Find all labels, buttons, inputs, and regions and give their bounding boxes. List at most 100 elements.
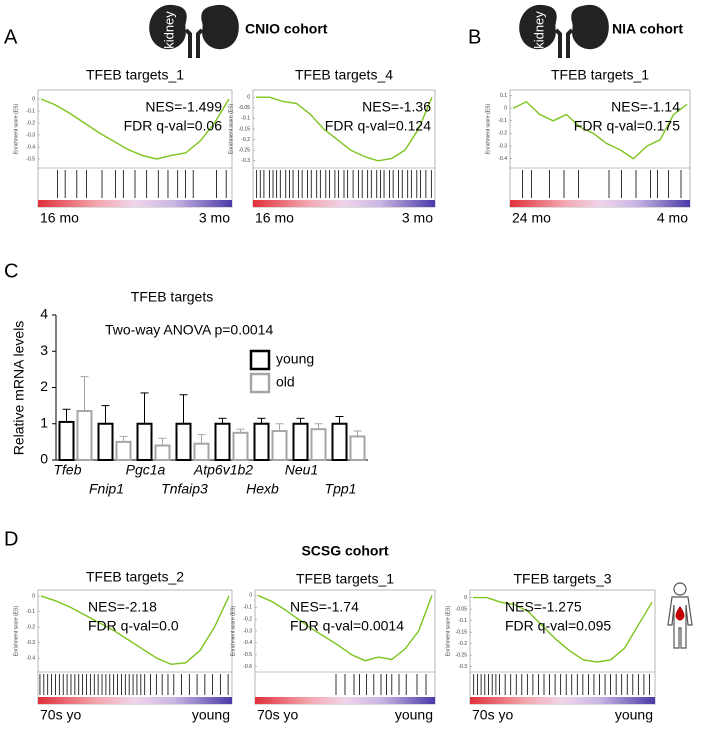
plot-title: TFEB targets_4 bbox=[295, 67, 393, 83]
y-tick-label: 2 bbox=[40, 378, 48, 394]
y-tick-label: 0 bbox=[504, 105, 507, 111]
nes-stat: NES=-1.275 bbox=[505, 599, 582, 615]
rank-left-label: 16 mo bbox=[255, 210, 294, 226]
bar bbox=[271, 430, 288, 461]
rank-bar bbox=[38, 697, 232, 704]
bar bbox=[292, 422, 309, 461]
x-tick-label: Hexb bbox=[246, 481, 279, 497]
y-tick-label: 0 bbox=[464, 595, 467, 601]
y-tick-label: -0.2 bbox=[26, 120, 35, 126]
y-tick-label: -0.4 bbox=[243, 640, 252, 646]
icon-label: kidney bbox=[531, 11, 546, 49]
bar bbox=[214, 422, 231, 461]
x-tick-label: Neu1 bbox=[285, 462, 318, 478]
rank-left-label: 24 mo bbox=[512, 210, 551, 226]
y-axis-label: Enrichment score (ES) bbox=[445, 606, 451, 657]
kidney-icon: kidney bbox=[149, 4, 239, 58]
bar bbox=[232, 431, 249, 461]
y-tick-label: 0 bbox=[247, 95, 250, 101]
es-curve bbox=[257, 594, 433, 662]
rank-right-label: young bbox=[615, 707, 653, 723]
y-tick-label: -0.2 bbox=[26, 624, 35, 630]
es-curve bbox=[512, 100, 688, 160]
es-curve bbox=[473, 596, 653, 663]
nes-stat: NES=-1.74 bbox=[290, 599, 359, 615]
y-tick-label: -0.15 bbox=[239, 126, 251, 132]
legend-swatch bbox=[249, 372, 271, 394]
y-tick-label: -0.1 bbox=[243, 605, 252, 611]
y-tick-label: -0.6 bbox=[243, 664, 252, 670]
y-tick-label: -0.1 bbox=[498, 118, 507, 124]
y-tick-label: 0 bbox=[40, 451, 48, 467]
bar bbox=[175, 422, 192, 461]
cohort-title: SCSG cohort bbox=[301, 543, 388, 559]
es-curve bbox=[40, 98, 230, 160]
nes-stat: NES=-2.18 bbox=[88, 599, 157, 615]
y-tick-label: -0.3 bbox=[498, 143, 507, 149]
panel-letter: D bbox=[4, 528, 18, 550]
y-tick-label: -0.3 bbox=[26, 132, 35, 138]
y-tick-label: -0.25 bbox=[239, 148, 251, 154]
x-tick-label: Pgc1a bbox=[126, 462, 166, 478]
bar bbox=[136, 422, 153, 461]
es-curve bbox=[256, 96, 433, 162]
x-tick-label: Fnip1 bbox=[89, 481, 124, 497]
kidney-icon: kidney bbox=[519, 4, 609, 58]
y-tick-label: -0.2 bbox=[241, 137, 250, 143]
y-tick-label: -0.3 bbox=[26, 640, 35, 646]
y-tick-label: -0.4 bbox=[26, 655, 35, 661]
rank-right-label: young bbox=[192, 707, 230, 723]
y-axis-label: Enrichment score (ES) bbox=[13, 104, 19, 155]
legend-label: old bbox=[276, 374, 295, 390]
icon-label: kidney bbox=[161, 11, 176, 49]
chart-title: TFEB targets bbox=[131, 289, 213, 305]
rank-right-label: 4 mo bbox=[657, 210, 688, 226]
rank-left-label: 70s yo bbox=[472, 707, 513, 723]
fdr-stat: FDR q-val=0.06 bbox=[124, 118, 223, 134]
y-tick-label: -0.5 bbox=[243, 652, 252, 658]
y-tick-label: -0.3 bbox=[241, 158, 250, 164]
bar bbox=[154, 444, 171, 461]
y-axis-label: Relative mRNA levels bbox=[11, 321, 27, 456]
y-tick-label: -0.1 bbox=[26, 108, 35, 114]
rank-left-label: 70s yo bbox=[40, 707, 81, 723]
y-tick-label: -0.4 bbox=[498, 156, 507, 162]
fdr-stat: FDR q-val=0.0 bbox=[88, 618, 179, 634]
y-tick-label: -0.25 bbox=[456, 653, 468, 659]
y-tick-label: -0.2 bbox=[243, 616, 252, 622]
nes-stat: NES=-1.36 bbox=[362, 99, 431, 115]
cohort-title: CNIO cohort bbox=[245, 21, 328, 37]
rank-left-label: 16 mo bbox=[40, 210, 79, 226]
rank-right-label: 3 mo bbox=[402, 210, 433, 226]
x-tick-label: Tfeb bbox=[53, 462, 81, 478]
y-tick-label: -0.05 bbox=[239, 105, 251, 111]
y-tick-label: -0.1 bbox=[241, 116, 250, 122]
bar bbox=[349, 435, 366, 461]
rank-bar bbox=[255, 697, 435, 704]
y-tick-label: 0 bbox=[32, 96, 35, 102]
panel-letter: C bbox=[4, 260, 18, 282]
rank-bar bbox=[253, 200, 435, 207]
y-tick-label: -0.1 bbox=[458, 618, 467, 624]
bar bbox=[115, 440, 132, 461]
plot-title: TFEB targets_1 bbox=[86, 67, 184, 83]
y-tick-label: 0 bbox=[32, 593, 35, 599]
person-icon bbox=[667, 582, 693, 649]
bar bbox=[58, 420, 75, 461]
y-tick-label: -0.2 bbox=[458, 641, 467, 647]
y-axis-label: Enrichment score (ES) bbox=[230, 606, 236, 657]
bar bbox=[310, 428, 327, 461]
plot-title: TFEB targets_2 bbox=[86, 569, 184, 585]
rank-bar bbox=[38, 200, 232, 207]
nes-stat: NES=-1.499 bbox=[145, 99, 222, 115]
rank-left-label: 70s yo bbox=[257, 707, 298, 723]
nes-stat: NES=-1.14 bbox=[611, 99, 680, 115]
bar bbox=[253, 422, 270, 461]
x-tick-label: Atp6v1b2 bbox=[193, 462, 253, 478]
cohort-title: NIA cohort bbox=[612, 21, 683, 37]
panel-letter: A bbox=[4, 26, 18, 48]
fdr-stat: FDR q-val=0.0014 bbox=[290, 618, 404, 634]
y-tick-label: -0.3 bbox=[243, 628, 252, 634]
plot-title: TFEB targets_3 bbox=[513, 571, 611, 587]
